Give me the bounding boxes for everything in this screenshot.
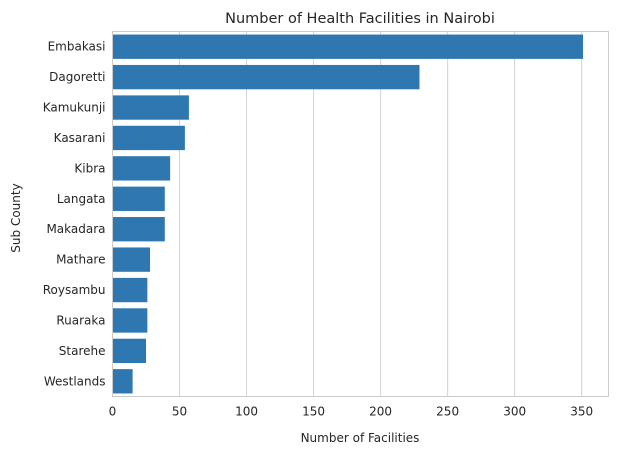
bar-roysambu <box>112 277 148 303</box>
x-tick-label: 150 <box>302 405 325 419</box>
y-tick-label: Langata <box>57 192 106 206</box>
bar-dagoretti <box>112 64 420 90</box>
y-tick-label: Makadara <box>46 222 105 236</box>
y-tick-label: Embakasi <box>48 40 106 54</box>
y-axis-label: Sub County <box>9 183 23 252</box>
bar-starehe <box>112 338 147 364</box>
y-tick-label: Ruaraka <box>56 313 105 327</box>
x-tick-label: 200 <box>369 405 392 419</box>
y-tick-label: Mathare <box>56 253 105 267</box>
y-tick-label: Kibra <box>74 161 105 175</box>
x-tick-label: 350 <box>570 405 593 419</box>
x-tick-label: 300 <box>503 405 526 419</box>
bar-westlands <box>112 369 133 394</box>
x-tick-labels: 0 50 100 150 200 250 300 350 <box>109 405 593 419</box>
bar-kamukunji <box>112 95 189 120</box>
y-tick-label: Starehe <box>59 344 106 358</box>
y-tick-label: Dagoretti <box>49 70 105 84</box>
chart-title: Number of Health Facilities in Nairobi <box>225 11 495 27</box>
bars <box>112 34 584 394</box>
bar-kasarani <box>112 125 185 151</box>
y-tick-label: Roysambu <box>43 283 106 297</box>
bar-kibra <box>112 156 171 181</box>
x-tick-label: 250 <box>436 405 459 419</box>
y-tick-labels: Embakasi Dagoretti Kamukunji Kasarani Kibra L… <box>43 40 106 389</box>
bar-makadara <box>112 217 165 242</box>
bar-langata <box>112 186 165 211</box>
bar-embakasi <box>112 34 584 59</box>
x-tick-label: 100 <box>235 405 258 419</box>
x-axis-label: Number of Facilities <box>301 431 420 445</box>
grid <box>112 31 583 397</box>
plot-frame <box>112 31 609 397</box>
bar-ruaraka <box>112 308 148 333</box>
y-tick-label: Kamukunji <box>43 101 106 115</box>
y-tick-label: Westlands <box>44 374 106 388</box>
x-tick-label: 50 <box>172 405 187 419</box>
y-tick-label: Kasarani <box>54 131 106 145</box>
bar-mathare <box>112 247 151 272</box>
x-tick-label: 0 <box>109 405 117 419</box>
